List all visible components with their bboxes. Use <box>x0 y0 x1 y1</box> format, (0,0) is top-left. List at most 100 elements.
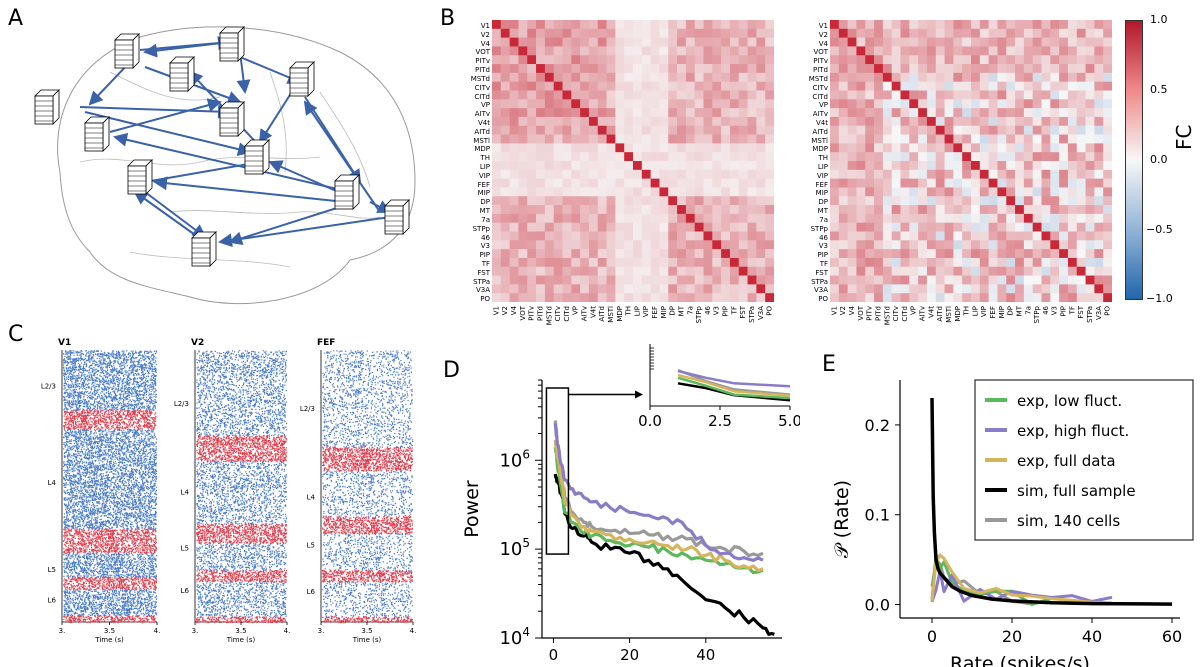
matrix-cell <box>518 64 528 74</box>
matrix-cell <box>891 125 901 135</box>
legend-entry: sim, full sample <box>1017 482 1136 500</box>
matrix-cell <box>721 90 731 100</box>
matrix-cell <box>721 240 731 250</box>
matrix-cell <box>747 152 757 162</box>
matrix-cell <box>1050 240 1060 250</box>
matrix-cell <box>641 125 651 135</box>
matrix-col-label: VOT <box>857 305 865 320</box>
matrix-cell <box>1032 28 1042 38</box>
matrix-cell <box>738 275 748 285</box>
matrix-cell <box>979 134 989 144</box>
matrix-cell <box>909 187 919 197</box>
matrix-cell <box>615 152 625 162</box>
matrix-cell <box>536 249 546 259</box>
matrix-cell <box>882 213 892 223</box>
inhibitory-spikes <box>322 446 414 472</box>
matrix-cell <box>677 205 687 215</box>
matrix-cell <box>518 134 528 144</box>
matrix-cell <box>847 293 857 303</box>
matrix-cell <box>856 55 866 65</box>
matrix-cell <box>650 108 660 118</box>
matrix-cell <box>900 90 910 100</box>
matrix-cell <box>1050 143 1060 153</box>
matrix-cell <box>668 116 678 127</box>
matrix-row-label: 7a <box>481 215 490 224</box>
matrix-cell <box>891 178 901 188</box>
matrix-cell <box>953 116 963 127</box>
matrix-cell <box>1076 266 1086 276</box>
matrix-row-label: V3 <box>818 242 828 251</box>
matrix-cell <box>944 55 954 65</box>
matrix-cell <box>597 205 607 215</box>
matrix-cell <box>615 99 625 109</box>
raster-x-tick-label: 3.5 <box>104 627 115 635</box>
matrix-cell <box>926 81 937 91</box>
matrix-cell <box>685 275 695 285</box>
matrix-cell <box>874 249 884 259</box>
panel-label-e: E <box>822 352 836 377</box>
matrix-cell <box>536 99 546 109</box>
matrix-col-label: V3 <box>1051 306 1059 315</box>
matrix-cell <box>962 81 972 91</box>
matrix-cell <box>847 116 857 127</box>
matrix-cell <box>685 125 695 135</box>
matrix-cell <box>553 240 563 250</box>
matrix-cell <box>500 152 510 162</box>
matrix-cell <box>944 205 954 215</box>
matrix-cell <box>997 231 1007 241</box>
matrix-cell <box>926 240 937 250</box>
raster-title: V2 <box>191 338 204 348</box>
matrix-cell <box>677 46 687 56</box>
matrix-cell <box>571 249 581 259</box>
matrix-cell <box>756 37 766 47</box>
matrix-cell <box>830 125 840 135</box>
matrix-cell <box>729 231 740 241</box>
matrix-cell <box>1023 249 1033 259</box>
matrix-cell <box>729 222 740 232</box>
matrix-cell <box>712 108 722 118</box>
matrix-row-label: PITv <box>813 57 828 66</box>
matrix-cell <box>597 125 607 135</box>
matrix-cell <box>500 28 510 38</box>
matrix-cell <box>988 169 998 179</box>
matrix-cell <box>677 222 687 232</box>
matrix-cell <box>659 222 669 232</box>
matrix-cell <box>677 72 687 82</box>
matrix-cell <box>597 28 607 38</box>
matrix-cell <box>988 187 998 197</box>
matrix-cell <box>509 143 519 153</box>
matrix-cell <box>909 81 919 91</box>
matrix-cell <box>847 90 857 100</box>
matrix-cell <box>729 125 740 135</box>
matrix-cell <box>1076 46 1086 56</box>
matrix-cell <box>944 213 954 223</box>
matrix-cell <box>1076 222 1086 232</box>
matrix-cell <box>712 81 722 91</box>
matrix-cell <box>979 275 989 285</box>
matrix-cell <box>694 257 704 268</box>
matrix-cell <box>588 37 599 47</box>
matrix-cell <box>1015 46 1025 56</box>
y-tick-label: 104 <box>499 625 530 649</box>
matrix-cell <box>624 28 634 38</box>
matrix-cell <box>856 275 866 285</box>
matrix-cell <box>1103 46 1113 56</box>
matrix-cell <box>580 266 590 276</box>
matrix-cell <box>624 152 634 162</box>
matrix-cell <box>536 20 546 30</box>
matrix-cell <box>562 64 572 74</box>
matrix-cell <box>597 293 607 303</box>
matrix-cell <box>694 161 704 171</box>
matrix-cell <box>756 240 766 250</box>
matrix-cell <box>580 134 590 144</box>
matrix-cell <box>1103 143 1113 153</box>
matrix-cell <box>1015 81 1025 91</box>
matrix-cell <box>1032 37 1042 47</box>
matrix-cell <box>721 161 731 171</box>
matrix-cell <box>1023 161 1033 171</box>
matrix-cell <box>571 266 581 276</box>
matrix-cell <box>1067 161 1078 171</box>
matrix-cell <box>900 20 910 30</box>
matrix-cell <box>1076 169 1086 179</box>
matrix-cell <box>544 64 554 74</box>
